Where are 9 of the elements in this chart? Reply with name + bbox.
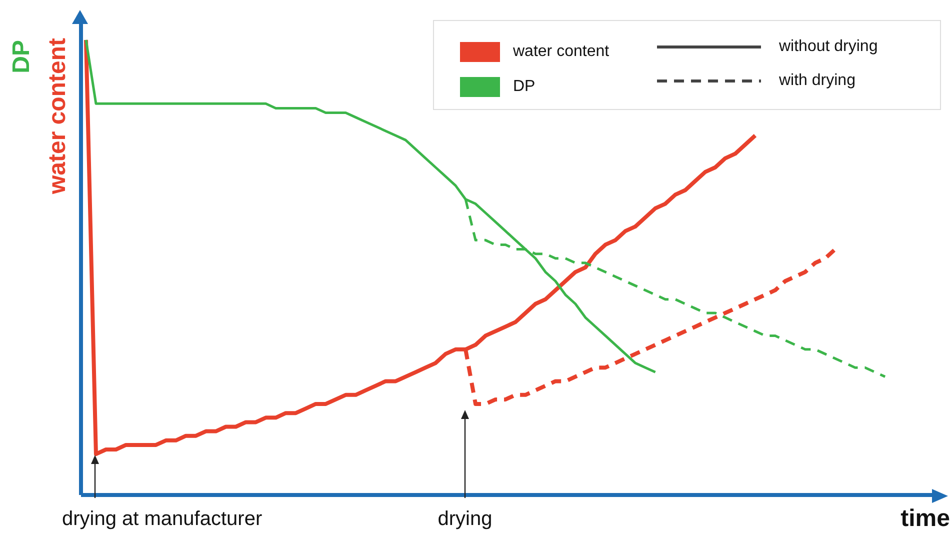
x-axis-title: time	[900, 505, 950, 533]
text: drying	[438, 508, 492, 531]
text: drying at manufacturer	[62, 508, 262, 531]
legend-label: DP	[513, 78, 536, 96]
annotation: with drying	[779, 72, 856, 90]
legend-label: water content	[513, 43, 610, 61]
annotation: without drying	[779, 38, 878, 56]
y2-axis-title: DP	[8, 40, 36, 74]
y-axis-title: water content	[44, 38, 72, 194]
